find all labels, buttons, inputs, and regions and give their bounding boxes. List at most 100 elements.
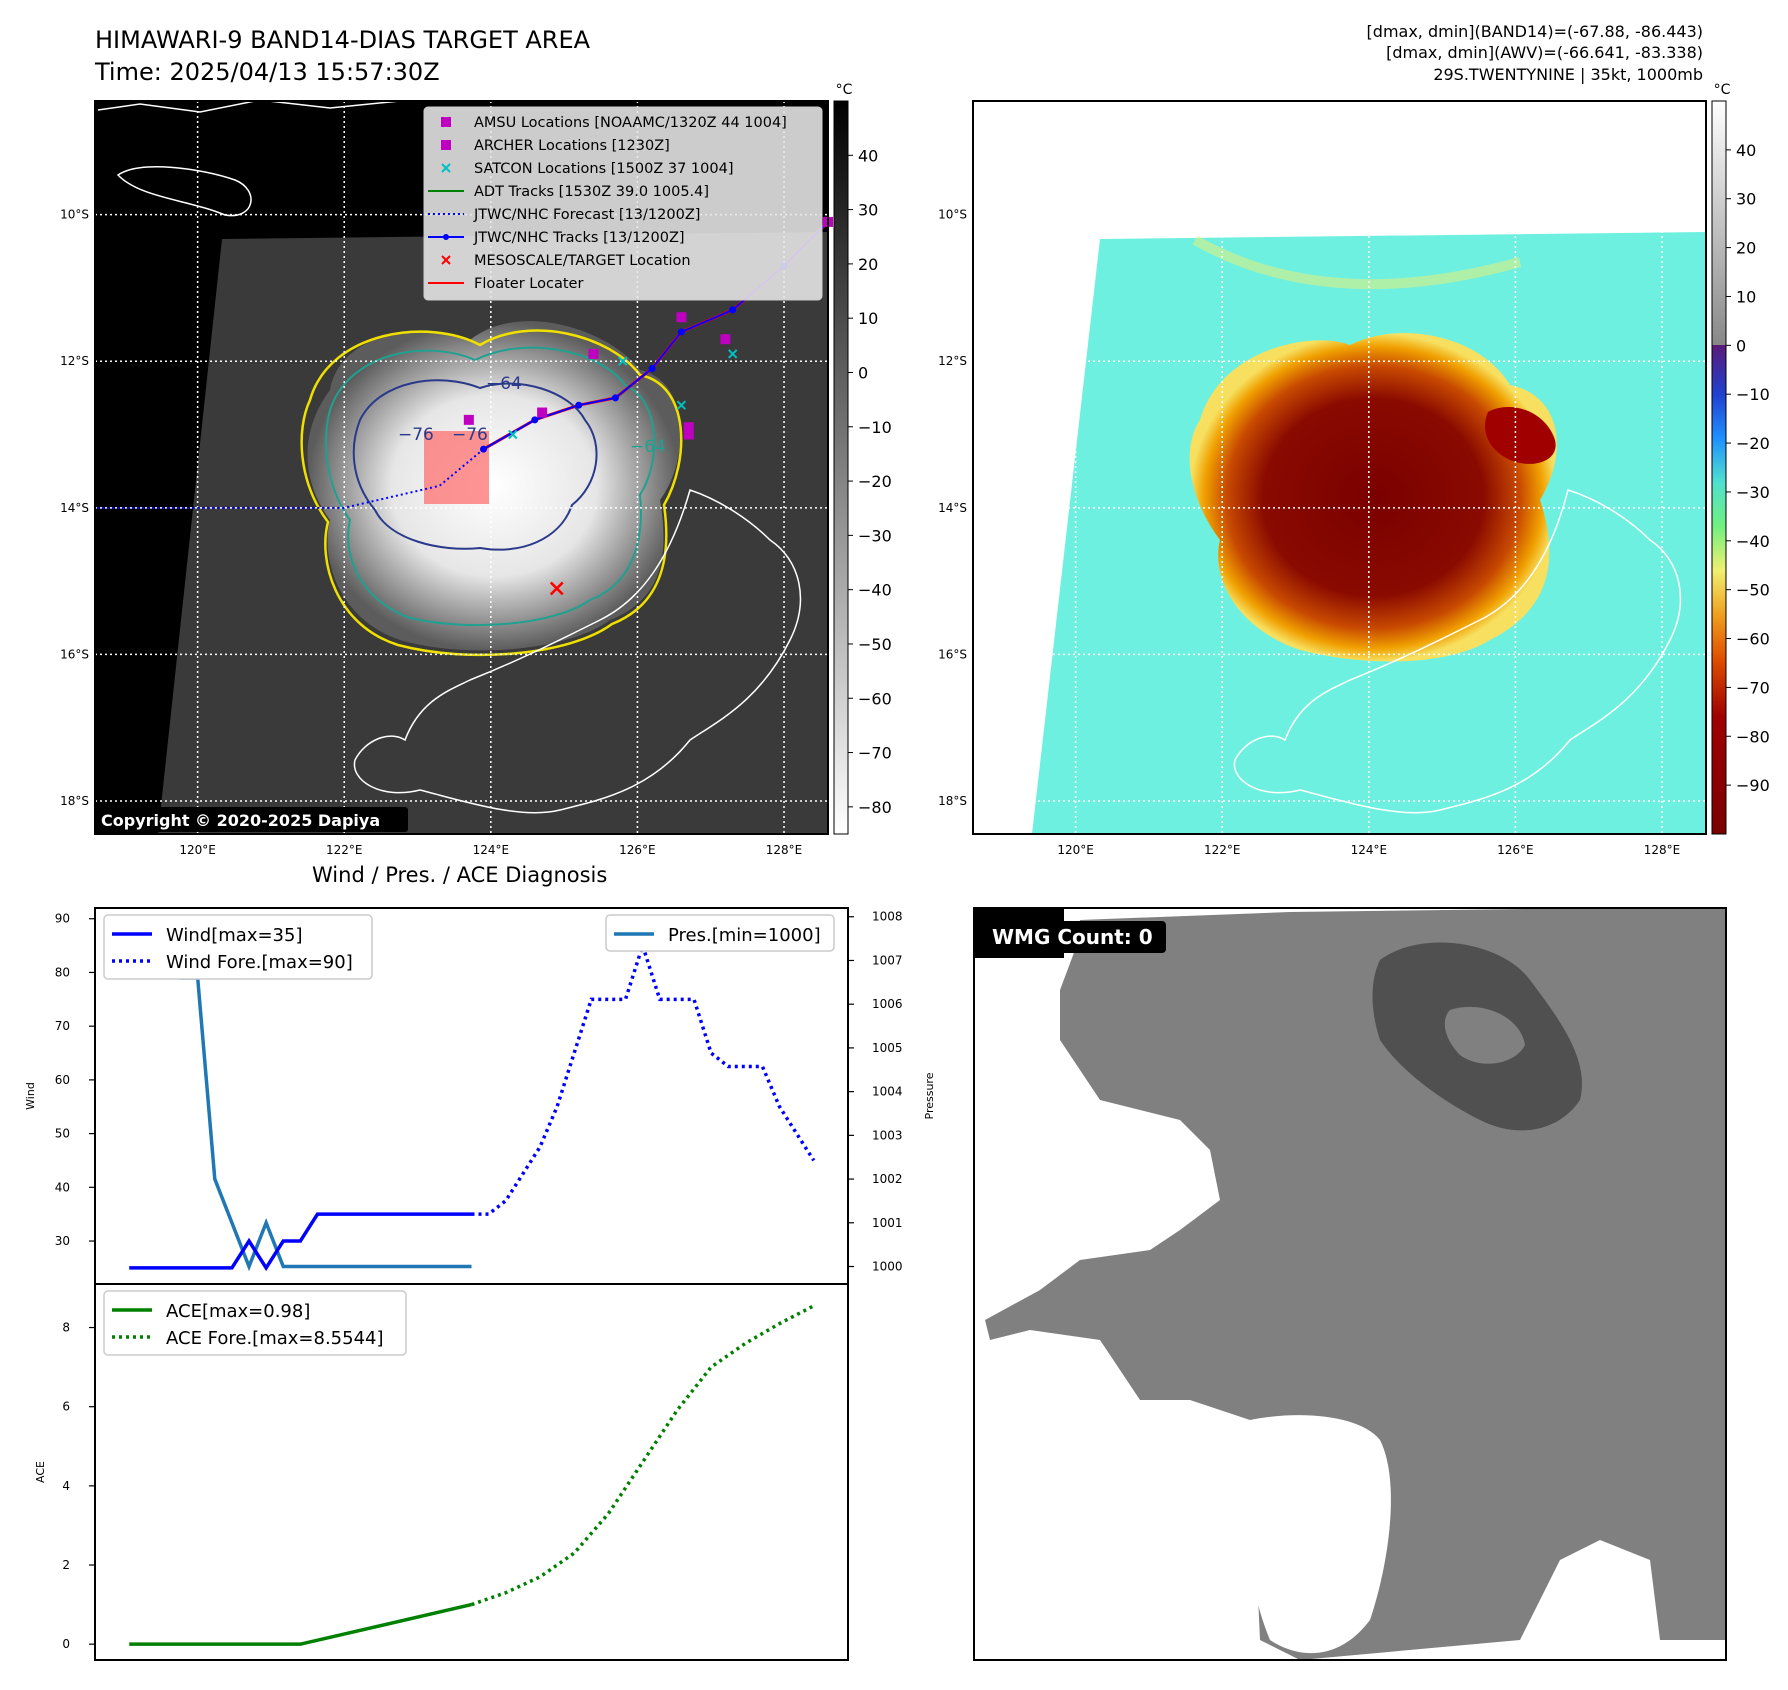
colorbar-tick-label: −80 [858, 798, 892, 817]
legend-label: SATCON Locations [1500Z 37 1004] [474, 161, 733, 177]
pressure-tick-label: 1004 [872, 1085, 903, 1099]
copyright-text: Copyright © 2020-2025 Dapiya [101, 811, 380, 830]
lat-tick-label: 18°S [60, 794, 89, 808]
copyright-box [96, 807, 408, 832]
colorbar-tick-label: 30 [858, 201, 878, 220]
lon-tick-label: 124°E [473, 843, 510, 857]
left-map-frame [94, 100, 829, 835]
legend-label: MESOSCALE/TARGET Location [474, 253, 691, 269]
colorbar-tick-label: 20 [1736, 239, 1756, 258]
left-storm-cloud [307, 321, 681, 651]
wmg-eye-region [1444, 1006, 1525, 1064]
jtwc-forecast-track [95, 448, 485, 509]
right-colorbar [1711, 100, 1727, 835]
ace-tick-label: 2 [62, 1558, 70, 1572]
legend-swatch [441, 117, 451, 127]
amsu-marker [683, 422, 694, 433]
wind-forecast-line [471, 939, 816, 1216]
jtwc-track-point [648, 365, 656, 373]
left-axis-ticks: 120°E 122°E 124°E 126°E 128°E 10°S 12°S 14°S 16°… [60, 208, 802, 857]
stats-awv: [dmax, dmin](AWV)=(-66.641, -83.338) [1386, 43, 1703, 62]
satcon-marker [728, 349, 738, 359]
contour-label: −64 [630, 437, 666, 457]
colorbar-tick-label: −60 [858, 689, 892, 708]
wmg-clear-region [1245, 1415, 1391, 1654]
wind-legend-label: Wind[max=35] [166, 925, 303, 946]
lat-tick-label: 16°S [60, 647, 89, 661]
legend-label: Floater Locater [474, 276, 583, 292]
left-coastline-north [97, 101, 401, 113]
colorbar-tick-label: −70 [858, 744, 892, 763]
ace-line [129, 1602, 472, 1646]
jtwc-track-point [677, 328, 685, 336]
lat-tick-label: 16°S [938, 647, 967, 661]
contour-label: −76 [398, 425, 434, 445]
jtwc-track-point [729, 306, 737, 314]
ace-tick-label: 4 [62, 1479, 70, 1493]
lon-tick-label: 128°E [1644, 843, 1681, 857]
legend-swatch [441, 255, 451, 265]
wind-tick-label: 50 [55, 1127, 70, 1141]
wind-tick-label: 70 [55, 1019, 70, 1033]
amsu-marker [720, 334, 731, 345]
lat-tick-label: 12°S [938, 354, 967, 368]
colorbar-tick-label: −70 [1736, 678, 1770, 697]
legend-box [423, 106, 823, 301]
amsu-marker [463, 414, 474, 425]
legend-label: AMSU Locations [NOAAMC/1320Z 44 1004] [474, 115, 787, 131]
right-gridlines [973, 101, 1706, 834]
ace-axis-ticks: 0 2 4 6 8 [62, 1321, 95, 1651]
wmg-frame [973, 907, 1727, 1661]
ace-tick-label: 6 [62, 1400, 70, 1414]
wind-tick-label: 80 [55, 965, 70, 979]
lon-tick-label: 126°E [1497, 843, 1534, 857]
colorbar-tick-label: −30 [1736, 483, 1770, 502]
left-colorbar-ticks: 40 30 20 10 0 −10 −20 −30 −40 −50 −60 −70 −80 [848, 146, 892, 817]
left-colorbar-unit: °C [836, 82, 853, 98]
jtwc-track-point [575, 401, 583, 409]
lat-tick-label: 18°S [938, 794, 967, 808]
legend-label: JTWC/NHC Forecast [13/1200Z] [473, 207, 700, 223]
right-cirrus-band [1192, 235, 1522, 290]
colorbar-tick-label: −20 [1736, 434, 1770, 453]
amsu-marker [676, 312, 687, 323]
lon-tick-label: 122°E [1204, 843, 1241, 857]
lon-tick-label: 124°E [1351, 843, 1388, 857]
wmg-count-box [986, 921, 1166, 953]
lat-tick-label: 10°S [938, 208, 967, 222]
ace-tick-label: 8 [62, 1321, 70, 1335]
jtwc-track-point [611, 394, 619, 402]
jtwc-track-point [479, 445, 487, 453]
legend-label: ARCHER Locations [1230Z] [474, 138, 670, 154]
colorbar-tick-label: −60 [1736, 630, 1770, 649]
lat-tick-label: 14°S [60, 501, 89, 515]
colorbar-tick-label: −30 [858, 526, 892, 545]
left-coastline-island [116, 166, 252, 217]
left-contour-outer [300, 329, 683, 657]
left-contour-labels: −64 −76 −76 −64 [398, 374, 666, 457]
target-location-marker [549, 581, 564, 596]
pressure-legend-label: Pres.[min=1000] [668, 925, 821, 946]
colorbar-tick-label: −50 [858, 635, 892, 654]
satcon-marker [618, 356, 628, 366]
right-colorbar-unit: °C [1714, 82, 1731, 98]
lat-tick-label: 14°S [938, 501, 967, 515]
legend-label: ADT Tracks [1530Z 39.0 1005.4] [474, 184, 709, 200]
left-map-legend: AMSU Locations [NOAAMC/1320Z 44 1004] ARC… [423, 106, 823, 301]
lon-tick-label: 128°E [766, 843, 803, 857]
lat-tick-label: 12°S [60, 354, 89, 368]
colorbar-tick-label: −40 [1736, 532, 1770, 551]
ace-legend-box [103, 1290, 407, 1356]
pressure-tick-label: 1001 [872, 1216, 903, 1230]
right-axis-ticks: 120°E 122°E 124°E 126°E 128°E 10°S 12°S 14°S 16°… [938, 208, 1680, 857]
wind-fore-legend-label: Wind Fore.[max=90] [166, 952, 353, 973]
legend-swatch [441, 140, 451, 150]
colorbar-tick-label: −80 [1736, 727, 1770, 746]
legend-swatch-dot [443, 234, 449, 240]
colorbar-tick-label: 0 [1736, 336, 1746, 355]
ace-legend-label: ACE[max=0.98] [166, 1301, 310, 1322]
colorbar-tick-label: 10 [1736, 287, 1756, 306]
diagnosis-title: Wind / Pres. / ACE Diagnosis [312, 863, 608, 887]
amsu-marker [537, 407, 548, 418]
stats-band14: [dmax, dmin](BAND14)=(-67.88, -86.443) [1366, 22, 1703, 41]
